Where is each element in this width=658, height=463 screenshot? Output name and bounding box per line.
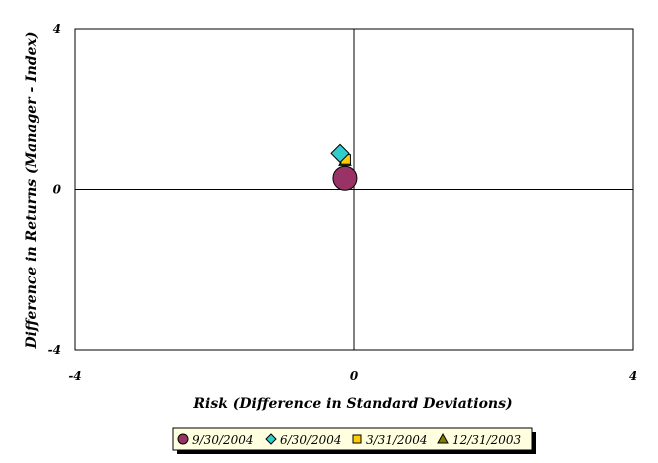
legend-marker-triangle: [437, 432, 449, 444]
x-axis-title: Risk (Difference in Standard Deviations): [192, 396, 512, 412]
legend-label: 9/30/2004: [192, 433, 254, 447]
legend-label: 3/31/2004: [366, 433, 428, 447]
y-axis-title: Difference in Returns (Manager - Index): [24, 31, 40, 349]
legend-marker-circle: [177, 433, 189, 445]
y-tick-label: 0: [53, 183, 62, 197]
legend-label: 6/30/2004: [280, 433, 342, 447]
legend-label: 12/31/2003: [452, 433, 522, 447]
x-tick-label: -4: [68, 369, 81, 383]
legend-marker-diamond: [265, 433, 277, 445]
x-tick-label: 4: [629, 369, 637, 383]
y-tick-label: -4: [48, 343, 61, 357]
y-tick-label: 4: [53, 22, 61, 36]
data-point-circle: [332, 165, 358, 191]
x-tick-label: 0: [350, 369, 359, 383]
data-point-diamond: [330, 143, 350, 164]
legend: 9/30/2004 6/30/2004 3/31/2004 12/31/2003: [172, 427, 536, 454]
legend-marker-square: [352, 434, 362, 444]
